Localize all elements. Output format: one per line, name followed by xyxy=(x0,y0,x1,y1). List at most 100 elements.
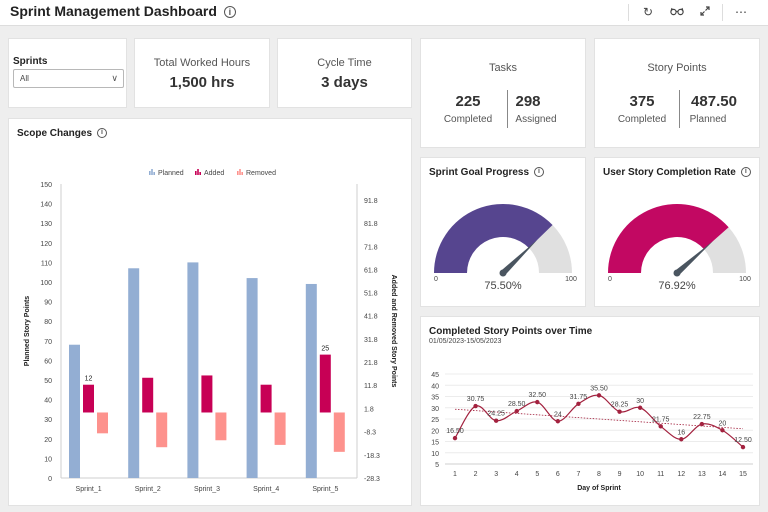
legend-swatch xyxy=(239,169,241,175)
sprints-select[interactable]: All ∨ xyxy=(13,69,124,88)
data-point xyxy=(555,419,561,424)
refresh-icon[interactable]: ↻ xyxy=(642,5,654,19)
data-label: 32.50 xyxy=(529,392,547,399)
legend-label: Removed xyxy=(246,170,276,177)
y-tick-label: 60 xyxy=(44,358,52,365)
bar-added xyxy=(142,377,154,413)
app-title: Sprint Management Dashboard xyxy=(10,3,217,19)
gauge-track xyxy=(528,224,572,273)
more-icon[interactable]: ⋯ xyxy=(735,5,747,19)
sprints-filter-label: Sprints xyxy=(13,56,48,67)
x-tick-label: Sprint_2 xyxy=(135,486,161,493)
y-tick-label: 20 xyxy=(431,428,439,435)
expand-icon[interactable] xyxy=(694,3,716,21)
x-tick-label: 14 xyxy=(719,471,727,478)
data-point xyxy=(658,424,663,429)
y-tick-label: 45 xyxy=(431,372,439,379)
info-icon[interactable]: i xyxy=(740,167,751,178)
user-story-gauge: 0 100 76.92% xyxy=(608,203,751,292)
data-label: 24 xyxy=(554,411,562,418)
scope-changes-chart: 0 10 20 30 40 50 60 70 80 90 100 110 120 130 140 150 -28… xyxy=(24,169,397,493)
x-tick-label: Sprint_5 xyxy=(312,486,338,493)
info-icon[interactable]: i xyxy=(534,167,545,178)
data-point xyxy=(699,421,705,427)
gauge-track xyxy=(703,227,746,273)
y2-tick-label: -28.3 xyxy=(364,476,380,483)
y-tick-label: 100 xyxy=(40,280,52,287)
x-tick-label: 13 xyxy=(698,471,706,478)
y2-tick-label: 61.8 xyxy=(364,267,378,274)
gauge-min-label: 0 xyxy=(608,276,612,283)
x-tick-label: 15 xyxy=(739,471,747,478)
gauge-needle-hub xyxy=(673,269,681,277)
x-tick-label: 12 xyxy=(677,471,685,478)
data-point xyxy=(617,409,622,414)
x-tick-label: 10 xyxy=(636,471,644,478)
data-label: 30 xyxy=(636,398,644,405)
bar-removed xyxy=(156,412,168,448)
top-bar: Sprint Management Dashboard i ↻ ⋯ xyxy=(0,0,768,26)
user-story-title: User Story Completion Rate xyxy=(603,167,736,178)
data-label: 28.50 xyxy=(508,401,526,408)
data-label: 25 xyxy=(321,346,329,353)
y-tick-label: 25 xyxy=(431,417,439,424)
x-tick-label: Sprint_3 xyxy=(194,486,220,493)
x-tick-label: 8 xyxy=(597,471,601,478)
data-label: 21.75 xyxy=(652,416,670,423)
completed-over-time-card: Completed Story Points over Time 01/05/2… xyxy=(420,316,760,506)
bar-removed xyxy=(274,412,286,445)
y2-tick-label: 41.8 xyxy=(364,314,378,321)
data-point xyxy=(493,418,499,423)
legend-swatch xyxy=(151,169,153,175)
gauge-min-label: 0 xyxy=(434,276,438,283)
y-tick-label: 130 xyxy=(40,221,52,228)
info-icon[interactable]: i xyxy=(223,6,236,19)
trend-line xyxy=(454,408,744,430)
data-label: 12 xyxy=(85,376,93,383)
data-label: 31.75 xyxy=(570,394,588,401)
y2-tick-label: 71.8 xyxy=(364,244,378,251)
legend-item: Planned xyxy=(149,169,184,177)
bar-added xyxy=(260,384,272,413)
bar-removed xyxy=(215,412,227,441)
y2-tick-label: 51.8 xyxy=(364,291,378,298)
y-axis-title: Planned Story Points xyxy=(24,296,31,367)
tasks-completed-value: 225 xyxy=(455,93,481,110)
data-point xyxy=(473,403,478,409)
y2-tick-label: 81.8 xyxy=(364,221,378,228)
glasses-icon[interactable] xyxy=(666,3,688,21)
gauge-max-label: 100 xyxy=(739,276,751,283)
data-label: 24.25 xyxy=(487,411,505,418)
data-label: 16 xyxy=(677,429,685,436)
gauge-fill xyxy=(608,203,729,273)
story-points-completed-label: Completed xyxy=(617,114,667,125)
gauge-needle xyxy=(675,241,713,276)
legend-swatch xyxy=(241,172,243,175)
legend-label: Planned xyxy=(158,170,184,177)
bar-added xyxy=(83,384,94,413)
sprints-select-value: All xyxy=(20,74,29,83)
data-label: 22.75 xyxy=(693,414,711,421)
legend-swatch xyxy=(153,172,155,175)
story-points-title: Story Points xyxy=(647,62,707,74)
tasks-completed-label: Completed xyxy=(443,114,493,125)
y2-tick-label: 11.8 xyxy=(364,383,377,390)
y2-tick-label: 21.8 xyxy=(364,360,378,367)
story-points-card: Story Points 375 Completed 487.50 Planne… xyxy=(594,38,760,148)
x-tick-label: Sprint_4 xyxy=(253,486,279,493)
y-tick-label: 10 xyxy=(431,451,439,458)
bar-added xyxy=(201,375,213,413)
y-tick-label: 30 xyxy=(431,406,439,413)
sprint-goal-title-wrap: Sprint Goal Progress i xyxy=(429,167,545,178)
data-point xyxy=(535,399,540,405)
x-tick-label: 9 xyxy=(618,471,622,478)
gauge-value-label: 76.92% xyxy=(658,280,696,292)
y2-tick-label: 31.8 xyxy=(364,337,378,344)
app-title-wrap: Sprint Management Dashboard i xyxy=(10,3,236,19)
info-icon[interactable]: i xyxy=(97,128,108,139)
data-point xyxy=(637,405,643,410)
scope-changes-card: Scope Changes i 0 10 20 30 40 50 60 70 80 90 100 110… xyxy=(8,118,412,506)
cycle-time-value: 3 days xyxy=(321,74,368,91)
y-tick-label: 120 xyxy=(40,241,52,248)
y-tick-label: 70 xyxy=(44,339,52,346)
